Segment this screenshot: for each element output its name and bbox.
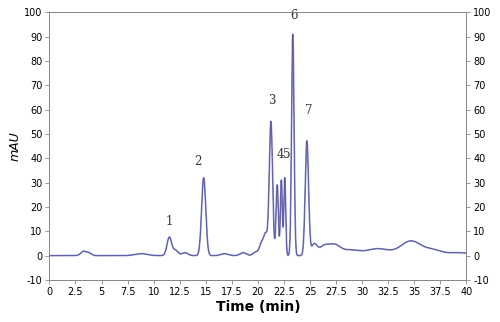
- Text: 4: 4: [277, 148, 284, 161]
- Text: 1: 1: [166, 215, 173, 228]
- Text: 3: 3: [268, 94, 275, 107]
- X-axis label: Time (min): Time (min): [216, 300, 300, 314]
- Text: 7: 7: [304, 104, 312, 117]
- Text: 6: 6: [290, 9, 298, 22]
- Text: 5: 5: [283, 148, 290, 161]
- Text: 2: 2: [194, 155, 201, 168]
- Y-axis label: mAU: mAU: [8, 131, 22, 161]
